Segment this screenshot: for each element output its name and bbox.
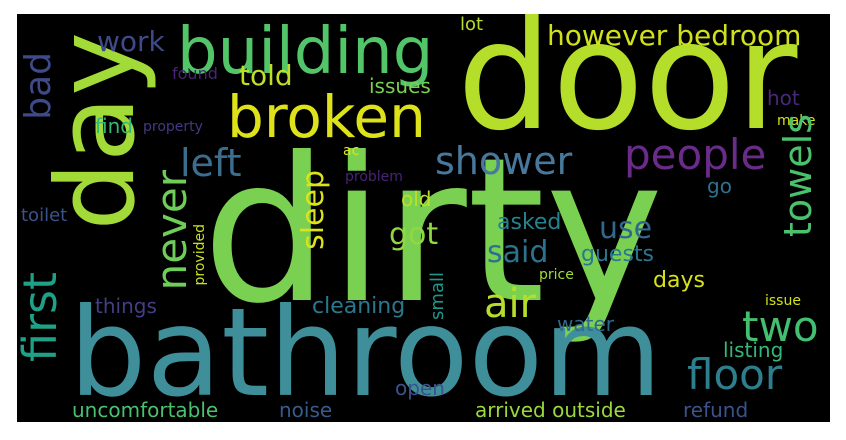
word-hot: hot — [767, 86, 800, 110]
word-old: old — [401, 187, 432, 211]
word-first: first — [17, 272, 67, 362]
word-property: property — [143, 119, 203, 135]
word-dirty: dirty — [202, 115, 664, 348]
word-cloud: dirty door day bathroom building broken … — [17, 14, 830, 422]
word-never: never — [147, 170, 196, 291]
word-however-bedroom: however bedroom — [547, 19, 802, 52]
word-toilet: toilet — [21, 205, 68, 226]
word-use: use — [599, 211, 653, 246]
word-people: people — [624, 130, 767, 179]
word-two: two — [742, 302, 819, 351]
word-problem: problem — [345, 169, 403, 185]
word-door: door — [457, 14, 798, 164]
word-provided: provided — [192, 224, 208, 286]
word-left: left — [180, 141, 242, 185]
word-got: got — [389, 217, 439, 252]
word-work: work — [97, 25, 165, 58]
word-shower: shower — [435, 139, 573, 183]
word-small: small — [427, 272, 448, 320]
word-sleep: sleep — [296, 170, 331, 250]
word-refund: refund — [683, 398, 749, 422]
word-lot: lot — [460, 14, 484, 35]
word-arrived-outside: arrived outside — [475, 398, 626, 422]
word-found: found — [172, 64, 218, 83]
word-towels: towels — [776, 114, 820, 237]
word-water: water — [557, 312, 614, 336]
word-open: open — [395, 376, 445, 400]
word-days: days — [653, 268, 705, 293]
word-bad: bad — [18, 52, 59, 120]
word-go: go — [707, 174, 732, 198]
word-guests: guests — [581, 242, 654, 267]
word-cleaning: cleaning — [312, 294, 406, 319]
word-find: find — [95, 114, 133, 138]
word-told: told — [239, 59, 293, 92]
word-ac: ac — [343, 143, 360, 159]
word-listing: listing — [723, 338, 784, 362]
word-make: make — [777, 113, 816, 129]
word-floor: floor — [687, 350, 783, 399]
word-price: price — [539, 267, 574, 283]
word-issues: issues — [369, 74, 431, 98]
word-asked: asked — [497, 210, 562, 235]
word-issue: issue — [765, 293, 801, 309]
word-air: air — [484, 281, 537, 327]
word-bathroom: bathroom — [69, 282, 662, 422]
word-broken: broken — [227, 83, 426, 151]
word-said: said — [487, 235, 549, 270]
word-uncomfortable: uncomfortable — [72, 398, 219, 422]
word-building: building — [177, 15, 434, 89]
word-noise: noise — [279, 398, 333, 422]
word-things: things — [95, 294, 157, 318]
